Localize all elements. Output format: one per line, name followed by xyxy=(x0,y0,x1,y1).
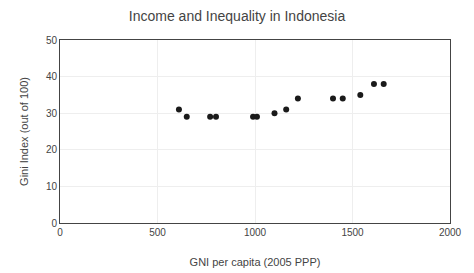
svg-text:500: 500 xyxy=(149,227,166,238)
svg-text:30: 30 xyxy=(46,108,58,119)
svg-text:1500: 1500 xyxy=(341,227,364,238)
svg-text:10: 10 xyxy=(46,181,58,192)
svg-text:Gini Index (out of 100): Gini Index (out of 100) xyxy=(18,77,30,186)
svg-text:0: 0 xyxy=(57,227,63,238)
svg-text:GNI per capita (2005 PPP): GNI per capita (2005 PPP) xyxy=(190,256,321,268)
svg-text:1000: 1000 xyxy=(244,227,267,238)
svg-text:2000: 2000 xyxy=(439,227,462,238)
svg-text:Income and Inequality in Indon: Income and Inequality in Indonesia xyxy=(129,8,346,24)
svg-text:0: 0 xyxy=(51,218,57,229)
svg-text:40: 40 xyxy=(46,71,58,82)
svg-text:20: 20 xyxy=(46,144,58,155)
svg-text:50: 50 xyxy=(46,35,58,46)
